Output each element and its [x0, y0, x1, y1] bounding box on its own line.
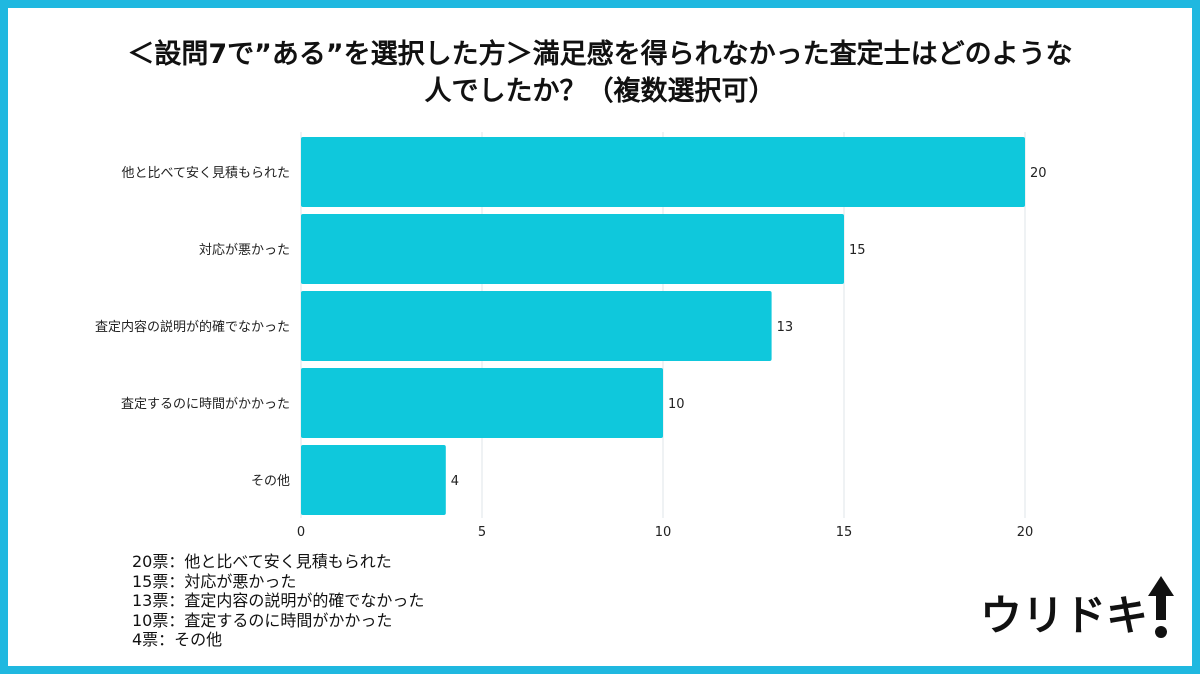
vote-note: 15票：対応が悪かった [132, 571, 297, 591]
data-label: 4 [451, 474, 459, 489]
x-tick-label: 5 [478, 525, 486, 540]
bar [301, 214, 844, 284]
up-arrow-icon [1148, 576, 1174, 638]
category-label: その他 [251, 474, 290, 489]
bar [301, 137, 1025, 207]
category-label: 査定するのに時間がかかった [121, 397, 290, 412]
category-label: 対応が悪かった [199, 243, 290, 258]
category-label: 他と比べて安く見積もられた [122, 166, 290, 181]
logo-text: ウリドキ [980, 591, 1148, 640]
vote-note: 20票：他と比べて安く見積もられた [132, 552, 392, 571]
data-label: 13 [777, 320, 794, 335]
vote-note: 10票：査定するのに時間がかかった [132, 610, 393, 630]
chart-title-line-1: ＜設問7で”ある”を選択した方＞満足感を得られなかった査定士はどのような [127, 39, 1073, 70]
x-tick-label: 15 [836, 525, 853, 540]
data-label: 15 [849, 243, 866, 258]
data-label: 20 [1030, 166, 1047, 181]
x-tick-label: 0 [297, 525, 305, 540]
chart-title-line-2: 人でしたか？（複数選択可） [424, 76, 776, 107]
x-tick-label: 20 [1017, 525, 1034, 540]
bar [301, 368, 663, 438]
bar [301, 445, 446, 515]
category-label: 査定内容の説明が的確でなかった [95, 319, 290, 335]
vote-note: 13票：査定内容の説明が的確でなかった [132, 591, 425, 610]
uridoki-logo: ウリドキ [980, 576, 1174, 640]
data-label: 10 [668, 397, 685, 412]
bar [301, 291, 772, 361]
vote-notes: 20票：他と比べて安く見積もられた 15票：対応が悪かった 13票：査定内容の説… [132, 552, 424, 650]
x-tick-label: 10 [655, 525, 672, 540]
vote-note: 4票：その他 [132, 630, 223, 649]
chart-title: ＜設問7で”ある”を選択した方＞満足感を得られなかった査定士はどのような 人でし… [20, 36, 1180, 110]
